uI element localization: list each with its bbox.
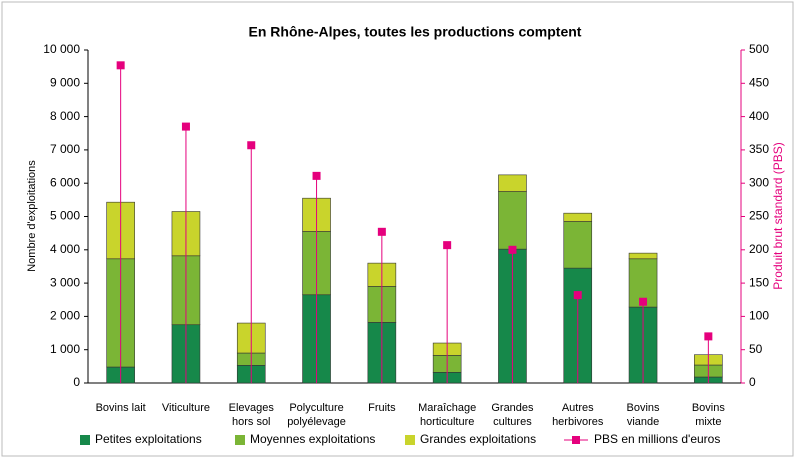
y-tick-label: 6 000 <box>50 175 80 189</box>
pbs-marker <box>573 291 582 300</box>
pbs-marker <box>704 332 713 341</box>
pbs-marker <box>247 141 256 150</box>
pbs-marker <box>443 241 452 250</box>
legend-label: PBS en millions d'euros <box>594 432 720 446</box>
x-tick-label: Grandes <box>491 402 534 414</box>
pbs-marker <box>508 245 517 254</box>
x-tick-label: viande <box>627 416 659 428</box>
legend-label: Grandes exploitations <box>420 432 536 446</box>
y2-tick-label: 300 <box>749 175 769 189</box>
x-tick-label: hors sol <box>232 416 271 428</box>
x-tick-label: Maraîchage <box>418 402 476 414</box>
x-tick-label: herbivores <box>552 416 604 428</box>
y2-tick-label: 500 <box>749 42 769 56</box>
y-tick-label: 5 000 <box>50 209 80 223</box>
y-tick-label: 8 000 <box>50 109 80 123</box>
y2-tick-label: 450 <box>749 75 769 89</box>
y2-tick-label: 250 <box>749 209 769 223</box>
legend-swatch <box>80 435 90 445</box>
x-tick-label: Autres <box>562 402 594 414</box>
x-tick-label: Viticulture <box>162 402 210 414</box>
y2-axis-label: Produit brut standard (PBS) <box>771 142 785 289</box>
y-tick-label: 0 <box>73 375 80 389</box>
bar-segment <box>498 174 527 192</box>
y-tick-label: 4 000 <box>50 242 80 256</box>
legend-label: Petites exploitations <box>95 432 202 446</box>
y-tick-label: 2 000 <box>50 309 80 323</box>
y-tick-label: 3 000 <box>50 275 80 289</box>
pbs-marker <box>312 171 321 180</box>
y2-tick-label: 350 <box>749 142 769 156</box>
bar-segment <box>628 252 658 260</box>
legend-label: Moyennes exploitations <box>250 432 375 446</box>
x-tick-label: cultures <box>493 416 532 428</box>
x-tick-label: Bovins <box>627 402 661 414</box>
pbs-marker <box>377 227 386 236</box>
legend-swatch <box>235 435 245 445</box>
y-tick-label: 7 000 <box>50 142 80 156</box>
x-tick-label: Elevages <box>229 402 275 414</box>
y-tick-label: 10 000 <box>43 42 80 56</box>
x-tick-label: Bovins lait <box>96 402 146 414</box>
legend-swatch <box>405 435 415 445</box>
y-axis-label: Nombre d'exploitations <box>26 160 38 272</box>
legend-marker <box>572 436 580 444</box>
pbs-marker <box>639 297 648 306</box>
bar-segment <box>498 191 527 250</box>
y-tick-label: 1 000 <box>50 342 80 356</box>
y-tick-label: 9 000 <box>50 75 80 89</box>
chart-title: En Rhône-Alpes, toutes les productions c… <box>249 24 582 40</box>
bar-segment <box>563 212 593 222</box>
x-tick-label: mixte <box>695 416 721 428</box>
x-tick-label: Bovins <box>692 402 726 414</box>
x-tick-label: Polyculture <box>289 402 343 414</box>
bar-segment <box>563 221 593 269</box>
pbs-marker <box>116 61 125 70</box>
y2-tick-label: 50 <box>749 342 763 356</box>
x-tick-label: horticulture <box>420 416 474 428</box>
y2-tick-label: 0 <box>749 375 756 389</box>
y2-tick-label: 200 <box>749 242 769 256</box>
x-tick-label: polyélevage <box>287 416 346 428</box>
y2-tick-label: 150 <box>749 275 769 289</box>
pbs-marker <box>181 122 190 131</box>
y2-tick-label: 100 <box>749 309 769 323</box>
y2-tick-label: 400 <box>749 109 769 123</box>
x-tick-label: Fruits <box>368 402 396 414</box>
